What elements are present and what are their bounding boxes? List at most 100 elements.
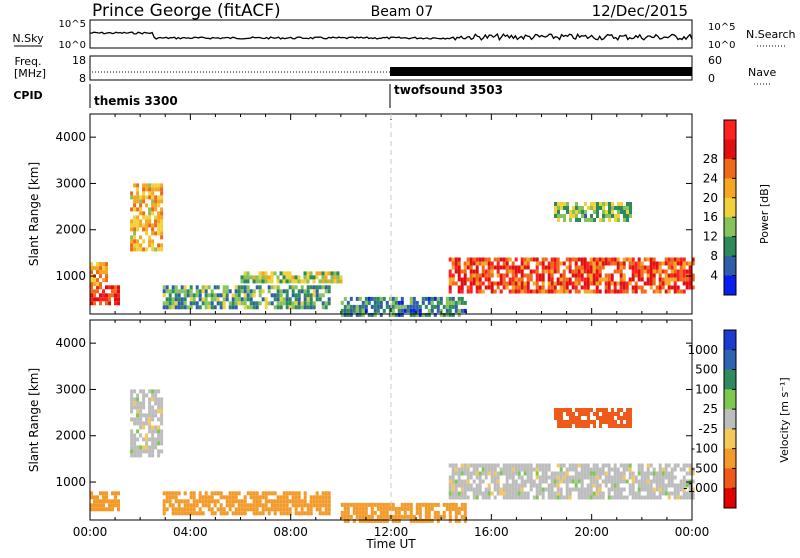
data-cell bbox=[667, 257, 671, 262]
data-cell bbox=[427, 300, 431, 305]
data-cell bbox=[580, 277, 584, 282]
data-cell bbox=[154, 207, 158, 212]
data-cell bbox=[628, 487, 632, 492]
data-cell bbox=[586, 495, 590, 500]
data-cell bbox=[623, 206, 626, 210]
data-cell bbox=[189, 507, 193, 512]
data-cell bbox=[572, 214, 575, 218]
data-cell bbox=[324, 503, 328, 508]
data-cell bbox=[580, 483, 584, 488]
data-cell bbox=[637, 273, 641, 278]
data-cell bbox=[574, 273, 578, 278]
data-cell bbox=[481, 281, 485, 286]
data-cell bbox=[463, 463, 467, 468]
data-cell bbox=[556, 495, 560, 500]
data-cell bbox=[586, 467, 590, 472]
data-cell bbox=[584, 412, 587, 416]
data-cell bbox=[279, 271, 283, 276]
data-cell bbox=[664, 269, 668, 274]
data-cell bbox=[637, 265, 641, 270]
data-cell bbox=[634, 261, 638, 266]
data-cell bbox=[637, 285, 641, 290]
data-cell bbox=[593, 202, 596, 206]
data-cell bbox=[589, 479, 593, 484]
data-cell bbox=[133, 195, 137, 200]
data-cell bbox=[496, 273, 500, 278]
data-cell bbox=[340, 308, 344, 313]
data-cell bbox=[373, 518, 377, 523]
data-cell bbox=[157, 405, 161, 410]
data-cell bbox=[391, 308, 395, 313]
data-cell bbox=[617, 214, 620, 218]
data-cell bbox=[142, 397, 146, 402]
data-cell bbox=[130, 219, 134, 224]
data-cell bbox=[511, 277, 515, 282]
data-cell bbox=[361, 506, 365, 511]
data-cell bbox=[617, 412, 620, 416]
data-cell bbox=[628, 471, 632, 476]
data-cell bbox=[145, 449, 149, 454]
data-cell bbox=[324, 507, 328, 512]
data-cell bbox=[99, 282, 102, 287]
data-cell bbox=[595, 265, 599, 270]
data-cell bbox=[517, 471, 521, 476]
data-cell bbox=[685, 463, 689, 468]
data-cell bbox=[436, 502, 440, 507]
data-cell bbox=[448, 269, 452, 274]
data-cell bbox=[130, 239, 134, 244]
data-cell bbox=[569, 214, 572, 218]
data-cell bbox=[177, 511, 181, 516]
data-cell bbox=[318, 279, 322, 284]
data-cell bbox=[679, 289, 683, 294]
data-cell bbox=[590, 420, 593, 424]
data-cell bbox=[451, 265, 455, 270]
data-cell bbox=[547, 289, 551, 294]
data-cell bbox=[626, 206, 629, 210]
data-cell bbox=[541, 491, 545, 496]
data-cell bbox=[165, 297, 169, 302]
data-cell bbox=[616, 495, 620, 500]
data-cell bbox=[505, 475, 509, 480]
data-cell bbox=[243, 289, 247, 294]
data-cell bbox=[517, 289, 521, 294]
data-cell bbox=[177, 491, 181, 496]
data-cell bbox=[96, 270, 99, 275]
data-cell bbox=[565, 483, 569, 488]
data-cell bbox=[568, 467, 572, 472]
data-cell bbox=[550, 487, 554, 492]
data-cell bbox=[578, 408, 581, 412]
data-cell bbox=[511, 285, 515, 290]
data-cell bbox=[554, 210, 557, 214]
data-cell bbox=[454, 518, 458, 523]
data-cell bbox=[466, 289, 470, 294]
freq-tick-high: 18 bbox=[72, 54, 86, 67]
data-cell bbox=[142, 389, 146, 394]
data-cell bbox=[315, 293, 319, 298]
data-cell bbox=[139, 421, 143, 426]
data-cell bbox=[664, 273, 668, 278]
data-cell bbox=[457, 308, 461, 313]
data-cell bbox=[517, 277, 521, 282]
data-cell bbox=[145, 421, 149, 426]
data-cell bbox=[466, 479, 470, 484]
data-cell bbox=[376, 304, 380, 309]
data-cell bbox=[596, 416, 599, 420]
data-cell bbox=[490, 273, 494, 278]
data-cell bbox=[117, 301, 120, 306]
data-cell bbox=[661, 281, 665, 286]
data-cell bbox=[133, 441, 137, 446]
data-cell bbox=[517, 269, 521, 274]
data-cell bbox=[157, 401, 161, 406]
data-cell bbox=[148, 243, 152, 248]
data-cell bbox=[596, 214, 599, 218]
data-cell bbox=[553, 281, 557, 286]
data-cell bbox=[571, 281, 575, 286]
data-cell bbox=[599, 424, 602, 428]
data-cell bbox=[673, 265, 677, 270]
data-cell bbox=[511, 261, 515, 266]
data-cell bbox=[385, 502, 389, 507]
data-cell bbox=[439, 300, 443, 305]
data-cell bbox=[572, 412, 575, 416]
data-cell bbox=[460, 471, 464, 476]
data-cell bbox=[445, 502, 449, 507]
